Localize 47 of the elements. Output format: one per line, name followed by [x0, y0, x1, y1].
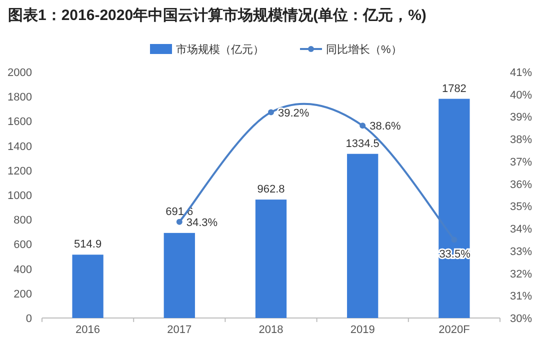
point	[176, 218, 182, 225]
y2-tick-label: 31%	[510, 290, 532, 303]
legend-label: 市场规模（亿元）	[176, 43, 264, 56]
data-label: 1782	[442, 82, 466, 95]
y-tick-label: 800	[14, 214, 32, 227]
point	[268, 109, 274, 116]
bar	[347, 154, 378, 318]
x-tick-label: 2016	[76, 324, 100, 336]
y2-tick-label: 32%	[510, 268, 532, 280]
data-label: 1334.5	[346, 138, 380, 150]
bar	[438, 98, 470, 318]
y-tick-label: 1200	[8, 165, 32, 178]
x-tick-label: 2019	[350, 324, 375, 336]
data-label: 34.3%	[186, 216, 218, 229]
x-tick-label: 2017	[167, 324, 192, 336]
chart-title: 图表1：2016-2020年中国云计算市场规模情况(单位：亿元，%)	[8, 6, 426, 24]
y2-tick-label: 41%	[510, 67, 532, 79]
y2-tick-label: 35%	[510, 201, 532, 214]
x-tick-label: 2020F	[438, 324, 470, 336]
y-tick-label: 0	[26, 313, 32, 325]
y-tick-label: 2000	[8, 67, 32, 79]
y2-tick-label: 39%	[510, 112, 532, 124]
y-tick-label: 1000	[8, 190, 32, 202]
bar	[164, 232, 195, 318]
point	[360, 122, 366, 129]
y-tick-label: 1800	[8, 92, 32, 104]
y-tick-label: 200	[14, 288, 32, 300]
bar	[72, 254, 104, 318]
data-label: 962.8	[257, 184, 285, 196]
bar	[255, 200, 287, 318]
y2-tick-label: 40%	[510, 89, 532, 102]
legend-label: 同比增长（%）	[326, 43, 402, 56]
y-tick-label: 400	[14, 264, 32, 276]
data-label: 33.5%	[439, 248, 471, 261]
data-label: 38.6%	[370, 120, 402, 133]
y2-tick-label: 36%	[510, 178, 532, 191]
y-tick-label: 1400	[8, 140, 32, 153]
y2-tick-label: 37%	[510, 156, 532, 168]
x-tick-label: 2018	[258, 324, 284, 336]
y2-tick-label: 33%	[510, 246, 532, 258]
y2-tick-label: 34%	[510, 224, 532, 236]
y-tick-label: 600	[14, 239, 32, 252]
y2-tick-label: 30%	[510, 313, 532, 325]
data-label: 514.9	[74, 238, 102, 251]
y2-tick-label: 38%	[510, 134, 532, 146]
data-label: 39.2%	[278, 107, 310, 120]
y-tick-label: 1600	[8, 116, 32, 128]
